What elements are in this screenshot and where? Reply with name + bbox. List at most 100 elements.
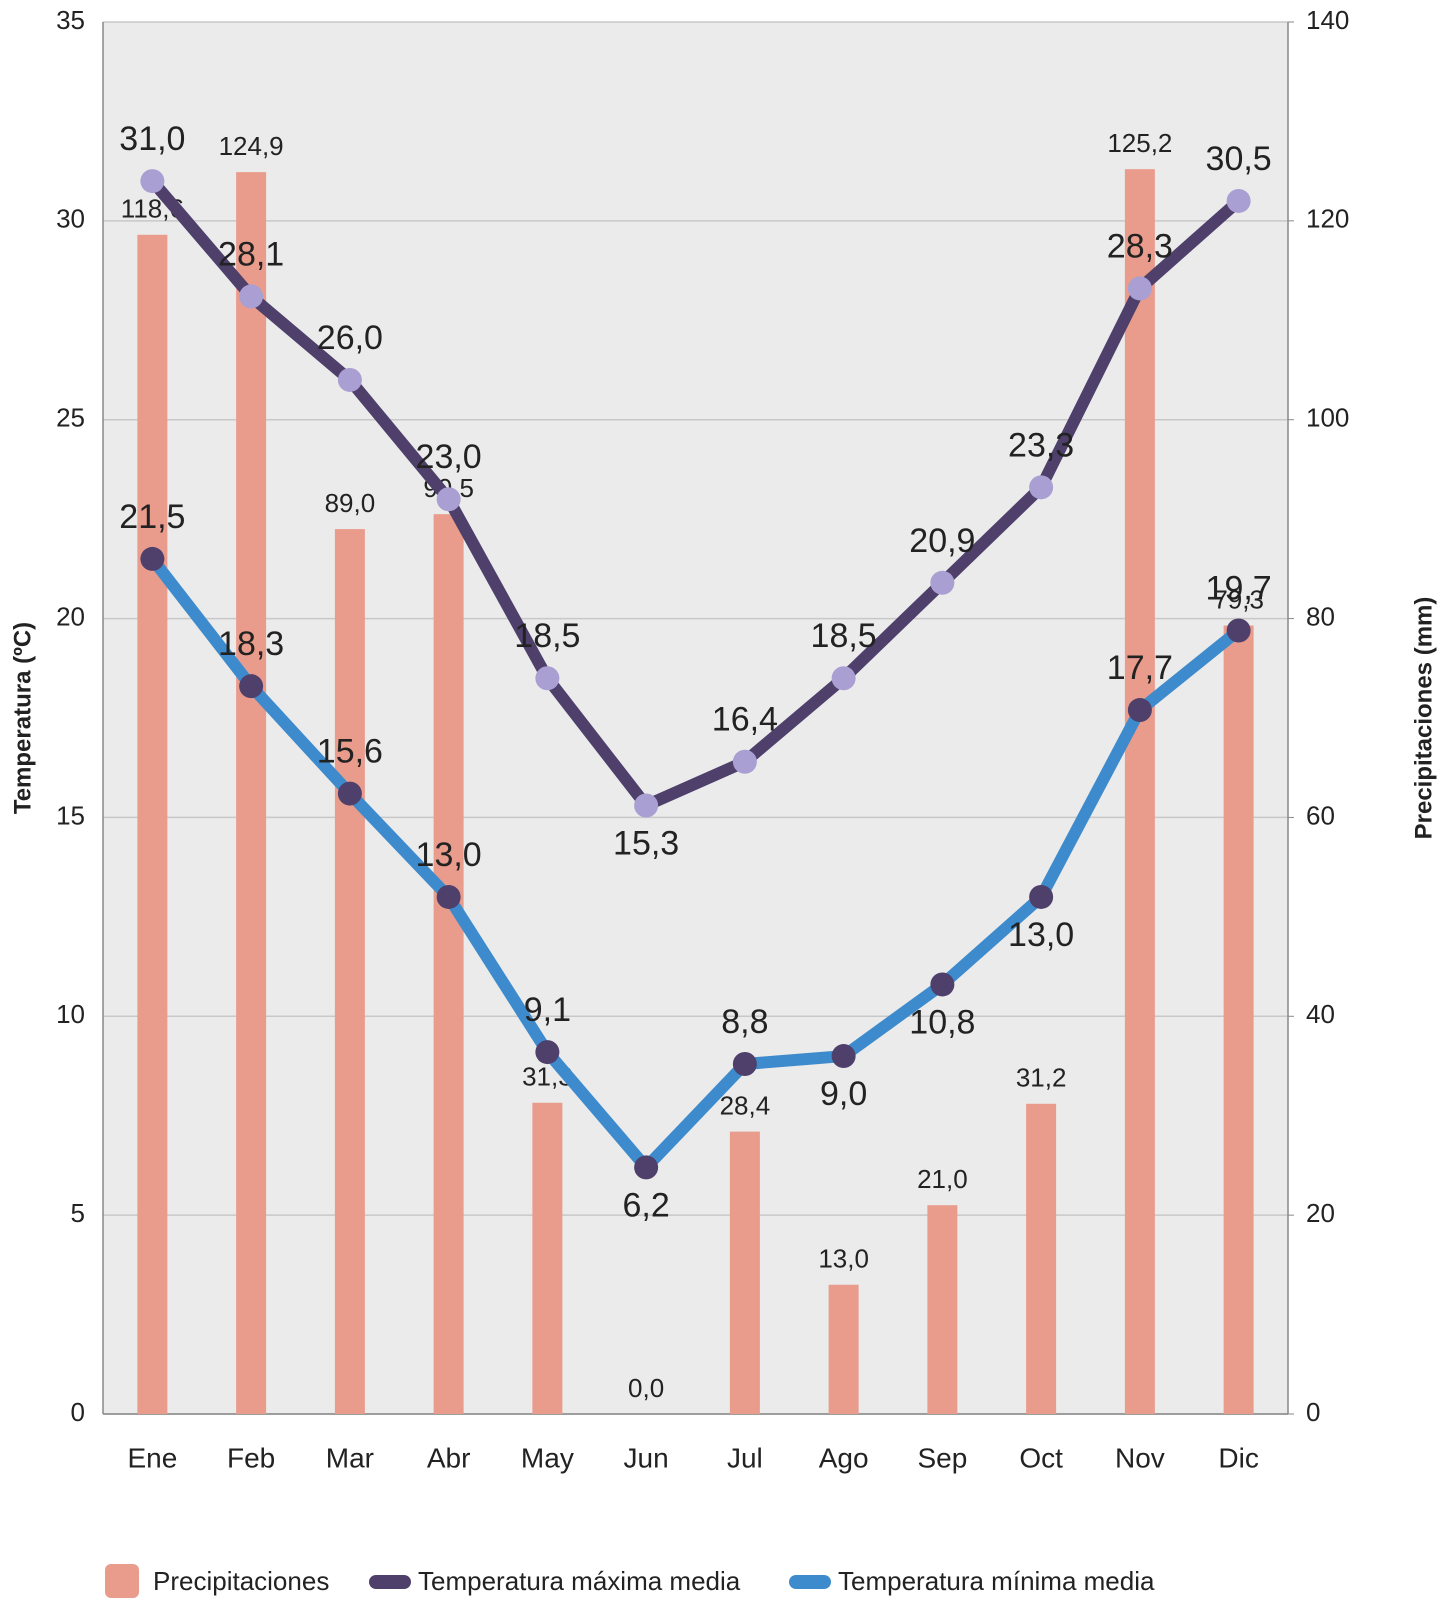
x-tick-label: Dic xyxy=(1218,1442,1258,1473)
data-label: 124,9 xyxy=(219,131,284,161)
x-tick-label: Jun xyxy=(624,1442,669,1473)
data-label: 79,3 xyxy=(1213,584,1264,614)
data-label: 19,7 xyxy=(1206,569,1272,607)
x-tick-label: Feb xyxy=(227,1442,275,1473)
marker xyxy=(239,284,264,309)
bar xyxy=(334,529,365,1414)
bar xyxy=(1223,625,1254,1414)
data-label: 9,1 xyxy=(524,991,571,1029)
marker xyxy=(535,1040,560,1065)
data-label: 17,7 xyxy=(1107,649,1173,687)
marker xyxy=(1226,188,1251,213)
x-tick-label: May xyxy=(521,1442,574,1473)
marker xyxy=(732,749,757,774)
y2-tick-label: 40 xyxy=(1306,999,1335,1029)
data-label: 28,3 xyxy=(1107,227,1173,265)
marker xyxy=(634,1155,659,1180)
data-label: 15,3 xyxy=(613,824,679,862)
y-tick-label: 25 xyxy=(56,403,85,433)
y-tick-label: 15 xyxy=(56,800,85,830)
bar xyxy=(433,514,464,1414)
data-label: 89,0 xyxy=(325,488,376,518)
x-tick-label: Oct xyxy=(1019,1442,1063,1473)
data-label: 31,2 xyxy=(1016,1063,1067,1093)
data-label: 31,0 xyxy=(119,120,185,158)
marker xyxy=(1127,698,1152,723)
x-tick-label: Ago xyxy=(819,1442,869,1473)
data-label: 21,5 xyxy=(119,498,185,536)
data-label: 28,1 xyxy=(218,235,284,273)
x-tick-label: Nov xyxy=(1115,1442,1165,1473)
marker xyxy=(1029,884,1054,909)
marker xyxy=(1029,475,1054,500)
data-label: 125,2 xyxy=(1107,128,1172,158)
line xyxy=(147,555,1243,1174)
x-tick-label: Mar xyxy=(326,1442,374,1473)
data-label: 23,3 xyxy=(1008,426,1074,464)
data-label: 8,8 xyxy=(721,1003,768,1041)
marker xyxy=(140,546,165,571)
marker xyxy=(930,570,955,595)
y-tick-label: 0 xyxy=(71,1397,85,1427)
marker xyxy=(930,972,955,997)
data-label: 13,0 xyxy=(818,1244,869,1274)
legend-label: Temperatura mínima media xyxy=(838,1566,1155,1596)
x-tick-label: Jul xyxy=(727,1442,763,1473)
legend-label: Temperatura máxima media xyxy=(418,1566,741,1596)
y2-axis-title: Precipitaciones (mm) xyxy=(1410,597,1437,840)
data-label: 6,2 xyxy=(622,1186,669,1224)
marker xyxy=(1127,276,1152,301)
y-tick-label: 10 xyxy=(56,999,85,1029)
data-label: 13,0 xyxy=(416,836,482,874)
data-label: 9,0 xyxy=(820,1075,867,1113)
bar xyxy=(532,1102,563,1414)
bar xyxy=(1124,169,1155,1414)
y2-tick-label: 100 xyxy=(1306,403,1349,433)
marker xyxy=(337,367,362,392)
marker xyxy=(732,1052,757,1077)
x-tick-label: Ene xyxy=(127,1442,177,1473)
y-tick-label: 30 xyxy=(56,204,85,234)
data-label: 13,0 xyxy=(1008,916,1074,954)
marker xyxy=(535,666,560,691)
legend-swatch xyxy=(105,1564,139,1598)
y2-tick-label: 80 xyxy=(1306,601,1335,631)
legend-label: Precipitaciones xyxy=(153,1566,329,1596)
x-tick-label: Abr xyxy=(427,1442,471,1473)
bar xyxy=(927,1205,958,1414)
data-label: 28,4 xyxy=(720,1090,771,1120)
data-label: 30,5 xyxy=(1206,140,1272,178)
y-axis-title: Temperatura (ºC) xyxy=(9,622,36,814)
y2-tick-label: 20 xyxy=(1306,1198,1335,1228)
bar xyxy=(137,234,168,1415)
data-label: 15,6 xyxy=(317,733,383,771)
data-label: 16,4 xyxy=(712,701,778,739)
data-label: 18,5 xyxy=(811,617,877,655)
marker xyxy=(1226,618,1251,643)
data-label: 18,5 xyxy=(514,617,580,655)
marker xyxy=(436,884,461,909)
y2-tick-label: 120 xyxy=(1306,204,1349,234)
x-tick-label: Sep xyxy=(917,1442,967,1473)
data-label: 26,0 xyxy=(317,319,383,357)
marker xyxy=(436,487,461,512)
data-label: 0,0 xyxy=(628,1373,664,1403)
line xyxy=(147,177,1243,812)
y-tick-label: 20 xyxy=(56,601,85,631)
bar xyxy=(1026,1103,1057,1414)
data-label: 20,9 xyxy=(909,522,975,560)
plot-area xyxy=(103,22,1288,1414)
bar xyxy=(729,1131,760,1414)
marker xyxy=(140,169,165,194)
marker xyxy=(831,1044,856,1069)
y2-tick-label: 60 xyxy=(1306,800,1335,830)
bar xyxy=(828,1284,859,1414)
y2-tick-label: 0 xyxy=(1306,1397,1320,1427)
y-tick-label: 5 xyxy=(71,1198,85,1228)
data-label: 21,0 xyxy=(917,1164,968,1194)
data-label: 10,8 xyxy=(909,1003,975,1041)
data-label: 18,3 xyxy=(218,625,284,663)
bar xyxy=(236,172,267,1414)
